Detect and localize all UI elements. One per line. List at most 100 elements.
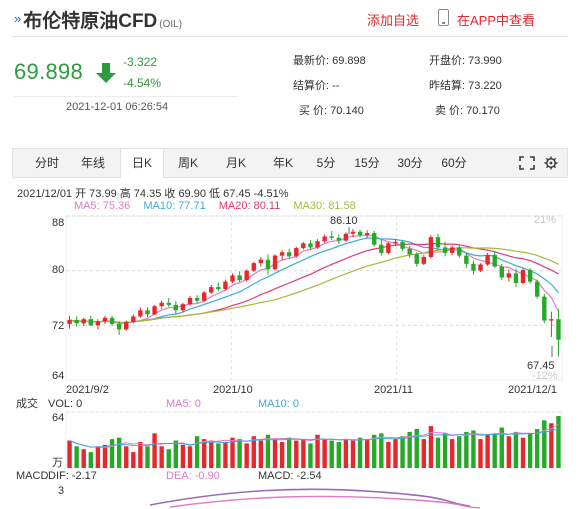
candle-body	[301, 243, 306, 249]
tab-60min[interactable]: 60分	[441, 156, 467, 170]
volume-bar	[244, 443, 249, 468]
volume-bar	[350, 440, 356, 468]
volume-bar	[527, 433, 533, 468]
candle-body	[527, 269, 533, 282]
open-price-row: 开盘价: 73.990	[429, 52, 502, 68]
tab-5min[interactable]: 5分	[316, 156, 336, 170]
ask-price-value: 70.170	[466, 105, 500, 117]
y-tick-64: 64	[52, 370, 64, 382]
settle-price-value: --	[332, 80, 340, 92]
settings-gear-icon[interactable]	[544, 156, 558, 170]
volume-bar	[237, 439, 242, 468]
volume-ma5-label: MA5: 0	[166, 398, 201, 410]
open-in-app-link[interactable]: 在APP中查看	[457, 13, 536, 28]
volume-bar	[379, 433, 384, 468]
tab-intraday[interactable]: 分时	[34, 156, 59, 170]
candle-body	[357, 231, 363, 236]
tab-monthly-k[interactable]: 月K	[225, 156, 246, 170]
volume-bar	[499, 427, 504, 468]
volume-bar	[407, 431, 412, 468]
volume-bar	[449, 439, 455, 468]
volume-bar	[194, 436, 200, 468]
candle-body	[251, 263, 256, 271]
volume-bar	[223, 442, 228, 468]
volume-bar	[372, 434, 377, 468]
ask-price-label: 卖 价:	[435, 105, 464, 117]
min-price-label: 67.45	[527, 360, 555, 372]
candle-body	[464, 255, 469, 264]
volume-bar	[492, 433, 497, 468]
fullscreen-icon[interactable]	[519, 156, 535, 170]
candle-body	[124, 321, 129, 330]
volume-bar	[428, 426, 434, 468]
down-arrow-icon	[96, 63, 116, 83]
candle-body	[116, 323, 122, 330]
candle-body	[81, 319, 86, 324]
candle-body	[180, 304, 186, 311]
ask-price-row: 卖 价: 70.170	[435, 102, 500, 118]
prev-settle-value: 73.220	[468, 80, 502, 92]
volume-ma10-label: MA10: 0	[258, 398, 299, 410]
volume-bar	[301, 439, 306, 468]
volume-bar	[251, 436, 256, 468]
bid-price-label: 买 价:	[299, 105, 328, 117]
candle-body	[194, 298, 200, 301]
candle-body	[372, 233, 377, 245]
candle-body	[265, 259, 271, 270]
latest-price-row: 最新价: 69.898	[293, 52, 366, 68]
bid-price-row: 买 价: 70.140	[299, 102, 364, 118]
ma30-line	[69, 247, 559, 324]
volume-bar	[201, 439, 207, 468]
y-tick-88: 88	[52, 217, 64, 229]
tab-yearly-k[interactable]: 年K	[272, 156, 293, 170]
candle-body	[88, 319, 93, 326]
volume-bar	[74, 446, 79, 468]
candle-body	[407, 248, 412, 255]
volume-bar	[258, 440, 264, 468]
volume-bar	[159, 446, 164, 468]
candle-body	[223, 281, 228, 290]
macd-y-top: 3	[58, 485, 64, 497]
candle-body	[400, 241, 405, 249]
volume-bar	[471, 430, 476, 468]
volume-bar	[513, 431, 519, 468]
macd-title: MACD	[16, 470, 48, 482]
tab-weekly-k[interactable]: 周K	[177, 156, 198, 170]
prev-settle-label: 昨结算:	[429, 80, 466, 92]
volume-bar	[386, 442, 391, 468]
volume-bar	[124, 446, 129, 468]
phone-icon	[438, 9, 449, 26]
candle-body	[187, 298, 193, 305]
candle-body	[109, 317, 115, 324]
candle-body	[435, 237, 441, 248]
macd-dea-line	[169, 495, 481, 509]
candle-body	[279, 252, 285, 256]
volume-bar	[81, 449, 86, 468]
add-watchlist-link[interactable]: 添加自选	[367, 13, 420, 28]
volume-bar	[506, 436, 512, 468]
candle-body	[549, 319, 554, 321]
tab-daily-k[interactable]: 日K	[120, 149, 164, 178]
candle-body	[294, 248, 299, 257]
volume-bar	[287, 437, 292, 468]
candle-body	[102, 317, 108, 322]
price-change: -3.322	[123, 55, 158, 69]
volume-ma5-line	[69, 423, 559, 449]
tab-15min[interactable]: 15分	[354, 156, 380, 170]
volume-bar	[329, 440, 334, 468]
candle-body	[457, 247, 462, 256]
volume-bars	[67, 416, 561, 468]
candle-body	[449, 247, 455, 253]
tab-yearly-line[interactable]: 年线	[80, 156, 105, 170]
chart-period-tabs: 分时 年线 日K 周K 月K 年K 5分 15分 30分 60分	[12, 148, 568, 178]
candle-body	[230, 275, 235, 282]
volume-bar	[102, 444, 108, 468]
open-price-label: 开盘价:	[429, 55, 466, 67]
quote-timestamp: 2021-12-01 06:26:54	[66, 101, 169, 113]
volume-y-unit: 万	[52, 457, 63, 469]
settle-price-label: 结算价:	[293, 80, 330, 92]
candle-body	[471, 263, 476, 271]
candle-body	[386, 243, 391, 253]
volume-bar	[343, 439, 349, 468]
tab-30min[interactable]: 30分	[397, 156, 423, 170]
